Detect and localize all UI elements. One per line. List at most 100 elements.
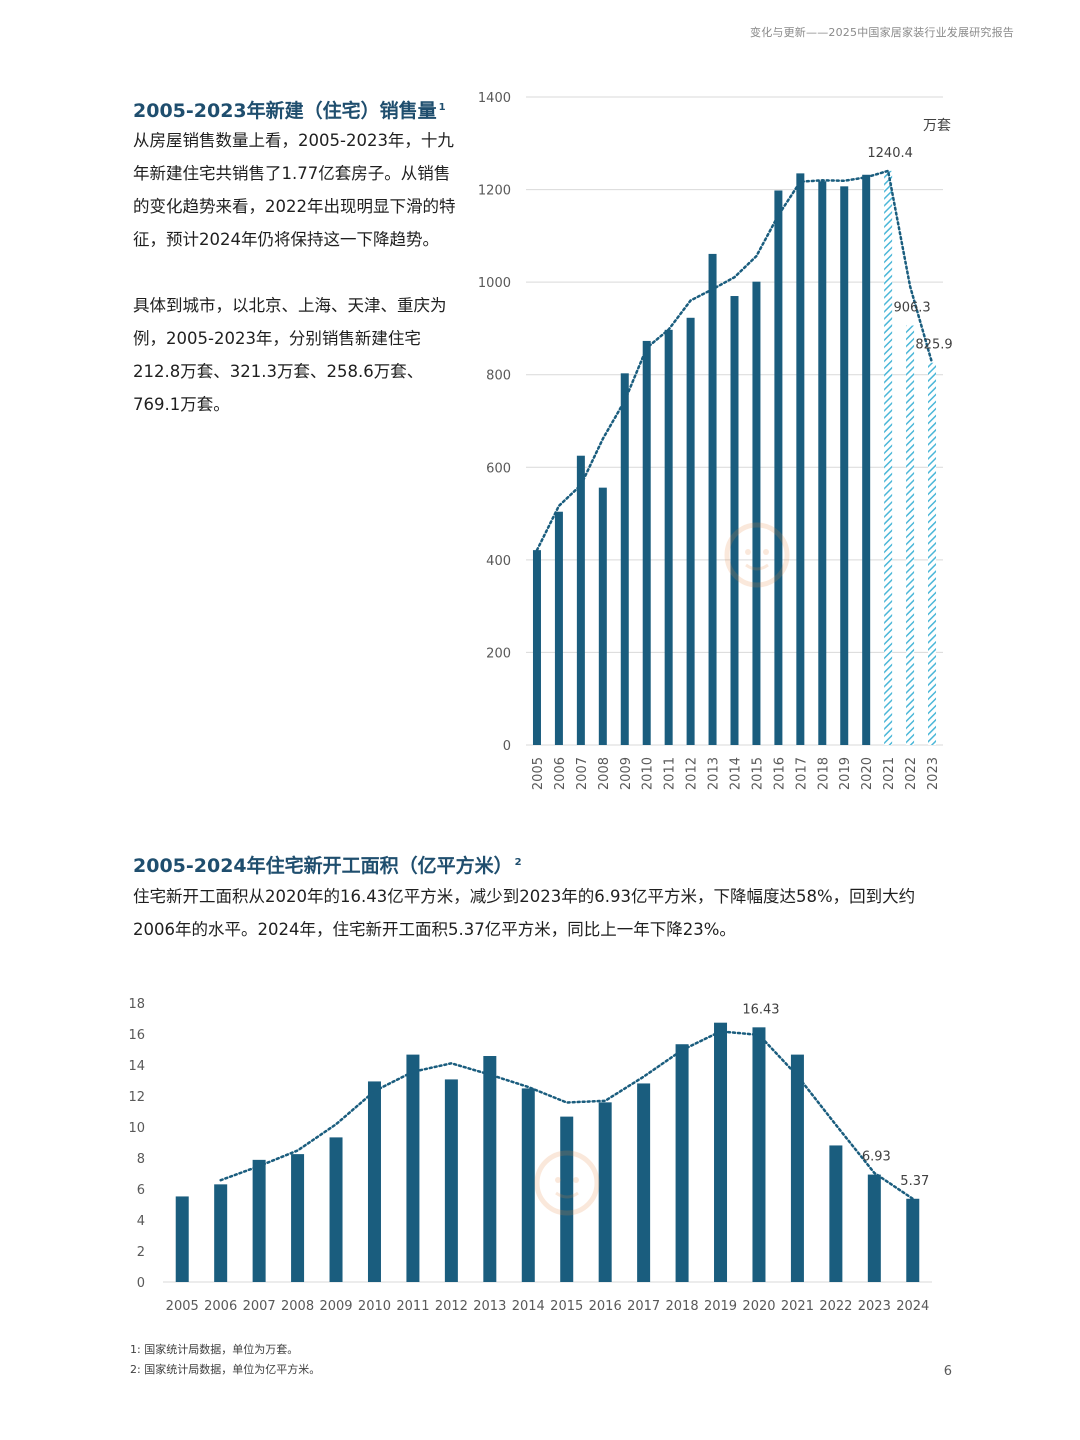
construction-bar-2016 — [598, 1102, 612, 1282]
construction-x-tick-label: 2016 — [589, 1299, 622, 1314]
footnotes: 1: 国家统计局数据，单位为万套。 2: 国家统计局数据，单位为亿平方米。 — [130, 1340, 320, 1380]
section1-body: 从房屋销售数量上看，2005-2023年，十九年新建住宅共销售了1.77亿套房子… — [133, 124, 458, 421]
sales-bar-2005 — [532, 550, 541, 745]
construction-bar-2013 — [483, 1056, 497, 1282]
sales-bar-2021 — [884, 170, 893, 745]
construction-x-tick-label: 2011 — [396, 1299, 429, 1314]
construction-data-label-2024: 5.37 — [900, 1174, 929, 1189]
construction-y-tick-label: 0 — [137, 1276, 145, 1291]
construction-bar-2006 — [214, 1184, 228, 1282]
sales-bar-2009 — [620, 373, 629, 745]
sales-x-tick-label: 2008 — [597, 757, 612, 790]
construction-y-tick-label: 4 — [137, 1214, 145, 1229]
sales-chart-svg: 0 200 400 600 800 1000 1200 1400 2005 2006 2007 200… — [478, 91, 953, 790]
sales-x-tick-label: 2016 — [772, 757, 787, 790]
section1-paragraph2: 具体到城市，以北京、上海、天津、重庆为例，2005-2023年，分别销售新建住宅… — [133, 296, 447, 414]
construction-y-tick-label: 10 — [128, 1121, 145, 1136]
construction-chart-svg: 0 2 4 6 8 10 12 14 16 18 2005 2006 2007 2008 2009 2010 2… — [128, 997, 932, 1314]
sales-bar-2022 — [906, 325, 915, 745]
section1-title: 2005-2023年新建（住宅）销售量 1 — [133, 96, 446, 123]
construction-data-label-2020: 16.43 — [742, 1002, 779, 1017]
sales-unit-label: 万套 — [923, 118, 951, 134]
section1-paragraph1: 从房屋销售数量上看，2005-2023年，十九年新建住宅共销售了1.77亿套房子… — [133, 131, 456, 249]
construction-data-label-2023: 6.93 — [862, 1150, 891, 1165]
construction-x-tick-label: 2005 — [166, 1299, 199, 1314]
construction-x-tick-label: 2024 — [896, 1299, 929, 1314]
construction-bar-2007 — [252, 1159, 266, 1282]
construction-x-tick-label: 2017 — [627, 1299, 660, 1314]
sales-bar-2017 — [796, 173, 805, 745]
construction-bar-2011 — [406, 1054, 420, 1282]
footnote-1: 1: 国家统计局数据，单位为万套。 — [130, 1340, 320, 1360]
page-number: 6 — [943, 1364, 952, 1379]
construction-bar-2009 — [329, 1137, 343, 1282]
sales-bar-2023 — [928, 362, 937, 745]
construction-y-tick-label: 8 — [137, 1152, 145, 1167]
construction-x-tick-label: 2008 — [281, 1299, 314, 1314]
section2-paragraph: 住宅新开工面积从2020年的16.43亿平方米，减少到2023年的6.93亿平方… — [133, 887, 916, 939]
sales-bar-2010 — [642, 340, 651, 745]
sales-x-tick-label: 2009 — [619, 757, 634, 790]
construction-x-tick-label: 2006 — [204, 1299, 237, 1314]
sales-bar-2019 — [840, 186, 849, 745]
sales-x-tick-label: 2005 — [531, 757, 546, 790]
construction-x-tick-label: 2015 — [550, 1299, 583, 1314]
construction-bar-2012 — [444, 1079, 458, 1282]
sales-y-tick-label: 1200 — [478, 184, 511, 199]
sales-trend-line — [535, 169, 934, 552]
construction-x-tick-label: 2014 — [512, 1299, 545, 1314]
section2-title: 2005-2024年住宅新开工面积（亿平方米） 2 — [133, 851, 522, 878]
construction-bar-2017 — [637, 1083, 651, 1282]
construction-x-tick-label: 2019 — [704, 1299, 737, 1314]
sales-x-tick-label: 2006 — [553, 757, 568, 790]
construction-bar-2015 — [560, 1116, 574, 1282]
footnote-1-text: 国家统计局数据，单位为万套。 — [144, 1343, 299, 1356]
construction-x-tick-label: 2021 — [781, 1299, 814, 1314]
section1-title-text: 2005-2023年新建（住宅）销售量 — [133, 100, 437, 122]
construction-bar-2023 — [867, 1174, 881, 1282]
construction-bar-2021 — [790, 1054, 804, 1282]
construction-x-tick-label: 2009 — [319, 1299, 352, 1314]
sales-data-label-2022: 906.3 — [893, 301, 930, 316]
construction-x-tick-label: 2018 — [666, 1299, 699, 1314]
construction-bar-2024 — [906, 1198, 920, 1282]
section2-title-text: 2005-2024年住宅新开工面积（亿平方米） — [133, 855, 513, 877]
sales-data-label-2023: 825.9 — [915, 338, 952, 353]
construction-bar-2010 — [367, 1081, 381, 1282]
sales-x-tick-label: 2022 — [904, 757, 919, 790]
construction-x-tick-label: 2007 — [243, 1299, 276, 1314]
construction-bar-2020 — [752, 1027, 766, 1282]
construction-y-tick-label: 18 — [128, 997, 145, 1012]
sales-x-tick-label: 2019 — [838, 757, 853, 790]
footnote-1-num: 1: — [130, 1343, 141, 1356]
sales-x-tick-label: 2011 — [663, 757, 678, 790]
sales-x-tick-label: 2010 — [641, 757, 656, 790]
footnote-2: 2: 国家统计局数据，单位为亿平方米。 — [130, 1360, 320, 1380]
sales-bar-2007 — [576, 455, 585, 745]
sales-x-tick-label: 2018 — [816, 757, 831, 790]
sales-y-tick-label: 200 — [486, 646, 511, 661]
footnote-2-text: 国家统计局数据，单位为亿平方米。 — [144, 1363, 321, 1376]
sales-bar-2013 — [708, 253, 717, 745]
section1-footnote-ref: 1 — [438, 101, 446, 113]
sales-y-tick-label: 600 — [486, 461, 511, 476]
construction-bar-2005 — [175, 1196, 189, 1282]
sales-bar-2014 — [730, 296, 739, 745]
sales-x-tick-label: 2023 — [926, 757, 941, 790]
sales-bar-2020 — [862, 174, 871, 745]
sales-x-tick-label: 2014 — [729, 757, 744, 790]
sales-x-tick-label: 2020 — [860, 757, 875, 790]
construction-x-tick-label: 2022 — [819, 1299, 852, 1314]
construction-bar-2022 — [829, 1145, 843, 1282]
sales-x-tick-label: 2017 — [794, 757, 809, 790]
footnote-2-num: 2: — [130, 1363, 141, 1376]
sales-bar-2008 — [598, 487, 607, 745]
construction-y-tick-label: 14 — [128, 1059, 145, 1074]
construction-y-tick-label: 2 — [137, 1245, 145, 1260]
sales-x-tick-label: 2015 — [750, 757, 765, 790]
construction-x-tick-label: 2013 — [473, 1299, 506, 1314]
construction-x-tick-label: 2023 — [858, 1299, 891, 1314]
sales-bar-2015 — [752, 281, 761, 745]
construction-x-tick-label: 2010 — [358, 1299, 391, 1314]
sales-bar-2012 — [686, 317, 695, 745]
